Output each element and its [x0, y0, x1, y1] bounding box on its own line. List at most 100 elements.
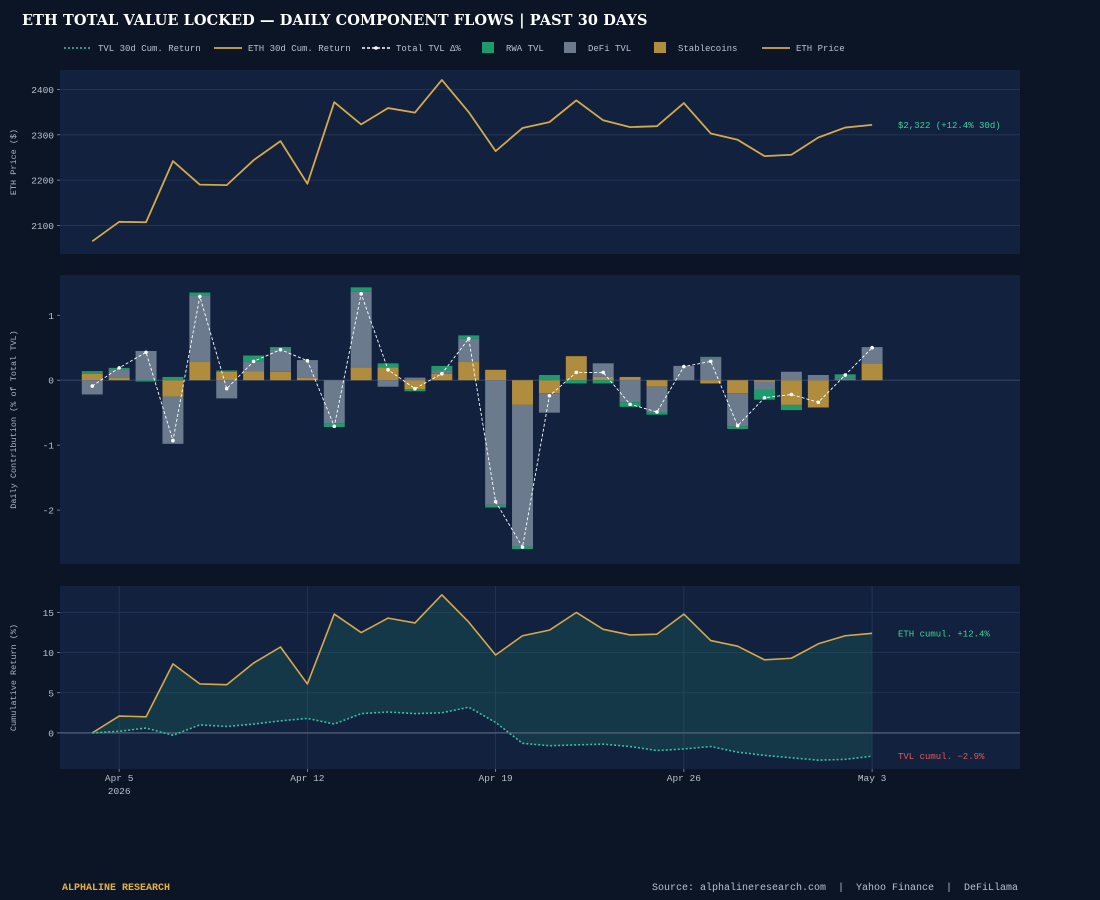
defi-bar [646, 386, 668, 413]
y-tick-label: 2400 [31, 85, 54, 96]
legend-entry: ETH 30d Cum. Return [214, 44, 351, 54]
defi-bar [807, 375, 829, 381]
y-tick-label: 2100 [31, 221, 54, 232]
x-tick-sublabel: 2026 [108, 786, 131, 797]
footer-source: Source: alphalineresearch.com | Yahoo Fi… [651, 883, 1018, 894]
y-tick-label: 2300 [31, 130, 54, 141]
price-plot-area [60, 70, 1020, 254]
rwa-bar [700, 356, 722, 359]
legend-swatch [564, 42, 576, 53]
defi-bar [350, 291, 372, 368]
total-tvl-delta-point [843, 373, 848, 377]
rwa-bar [162, 376, 184, 381]
tvl-cum-return-line [92, 706, 873, 761]
defi-bar [592, 363, 614, 377]
rwa-bar [189, 292, 211, 296]
stable-bar [431, 373, 453, 381]
defi-bar [538, 393, 560, 413]
total-tvl-delta-point [655, 410, 659, 414]
total-tvl-delta-point [278, 347, 283, 352]
rwa-bar [81, 371, 103, 374]
total-tvl-delta-point [762, 395, 767, 400]
y-tick-label: 15 [43, 608, 55, 619]
stable-bar [458, 362, 480, 381]
defi-bar [673, 365, 695, 381]
legend-label: Total TVL Δ% [396, 44, 461, 54]
y-tick-label: 2200 [31, 176, 54, 187]
rwa-bar [243, 355, 265, 362]
legend-label: TVL 30d Cum. Return [98, 44, 201, 54]
rwa-bar [592, 380, 614, 384]
legend-swatch [482, 42, 494, 53]
defi-bar [135, 350, 157, 381]
total-tvl-delta-point [440, 371, 444, 376]
flows-plot-area [60, 275, 1020, 564]
total-tvl-delta-point [520, 545, 525, 549]
legend-entry: DeFi TVL [564, 42, 631, 54]
stable-bar [754, 380, 776, 382]
rwa-bar [780, 404, 802, 411]
defi-bar [754, 381, 776, 390]
total-tvl-delta-point [144, 350, 148, 355]
defi-bar [619, 380, 641, 403]
stable-bar [646, 380, 668, 387]
total-tvl-delta-point [493, 499, 498, 504]
stable-bar [189, 362, 211, 381]
rwa-bar [754, 389, 776, 400]
legend-label: ETH 30d Cum. Return [248, 44, 351, 54]
defi-bar [404, 377, 426, 381]
stable-bar [619, 376, 641, 381]
flows-y-axis-label: Daily Contribution (% of Total TVL) [9, 330, 19, 509]
defi-bar [458, 338, 480, 363]
stable-bar [243, 371, 265, 381]
legend-swatch [654, 42, 666, 53]
total-tvl-delta-point [305, 358, 310, 363]
total-tvl-delta-point [628, 402, 632, 407]
total-tvl-delta-point [574, 370, 579, 375]
eth-cum-annotation: ETH cumul. +12.4% [898, 629, 990, 639]
eth-cum-return-line [91, 594, 873, 734]
total-tvl-delta-point [198, 294, 202, 299]
defi-bar [727, 393, 749, 427]
x-tick-label: Apr 5 [105, 773, 134, 784]
total-tvl-delta-point [332, 424, 337, 429]
total-tvl-delta-point [708, 359, 713, 364]
rwa-bar [350, 287, 372, 292]
total-tvl-delta-point [870, 345, 874, 350]
x-tick-label: May 3 [858, 773, 887, 784]
legend-label: DeFi TVL [588, 44, 631, 54]
total-tvl-delta-point [224, 386, 229, 391]
stable-bar [861, 363, 883, 381]
defi-bar [861, 347, 883, 364]
y-tick-label: -2 [43, 506, 55, 517]
legend-entry: TVL 30d Cum. Return [64, 44, 201, 54]
stable-bar [350, 367, 372, 381]
y-tick-label: 10 [43, 648, 55, 659]
x-tick-label: Apr 26 [667, 773, 702, 784]
legend-label: ETH Price [796, 44, 845, 54]
total-tvl-delta-point [816, 400, 821, 405]
total-tvl-delta-point [789, 392, 794, 397]
defi-bar [377, 380, 399, 387]
defi-bar [108, 369, 130, 378]
stable-bar [216, 371, 238, 381]
defi-bar [485, 380, 507, 505]
y-tick-label: 5 [48, 688, 54, 699]
stable-bar [270, 371, 291, 381]
defi-bar [296, 360, 318, 378]
rwa-bar [431, 365, 453, 371]
total-tvl-delta-point [386, 368, 390, 372]
defi-bar [189, 295, 211, 363]
rwa-bar [135, 380, 157, 382]
defi-bar [834, 378, 856, 381]
total-tvl-delta-point [171, 438, 175, 443]
cumulative-plot-area [60, 586, 1020, 769]
defi-bar [323, 380, 345, 424]
stable-bar [727, 380, 749, 394]
legend-entry: ETH Price [762, 44, 845, 54]
stable-bar [700, 380, 722, 384]
stable-bar [404, 380, 426, 390]
stable-bar [565, 356, 587, 381]
total-tvl-delta-point [601, 370, 605, 375]
total-tvl-delta-point [682, 364, 686, 369]
